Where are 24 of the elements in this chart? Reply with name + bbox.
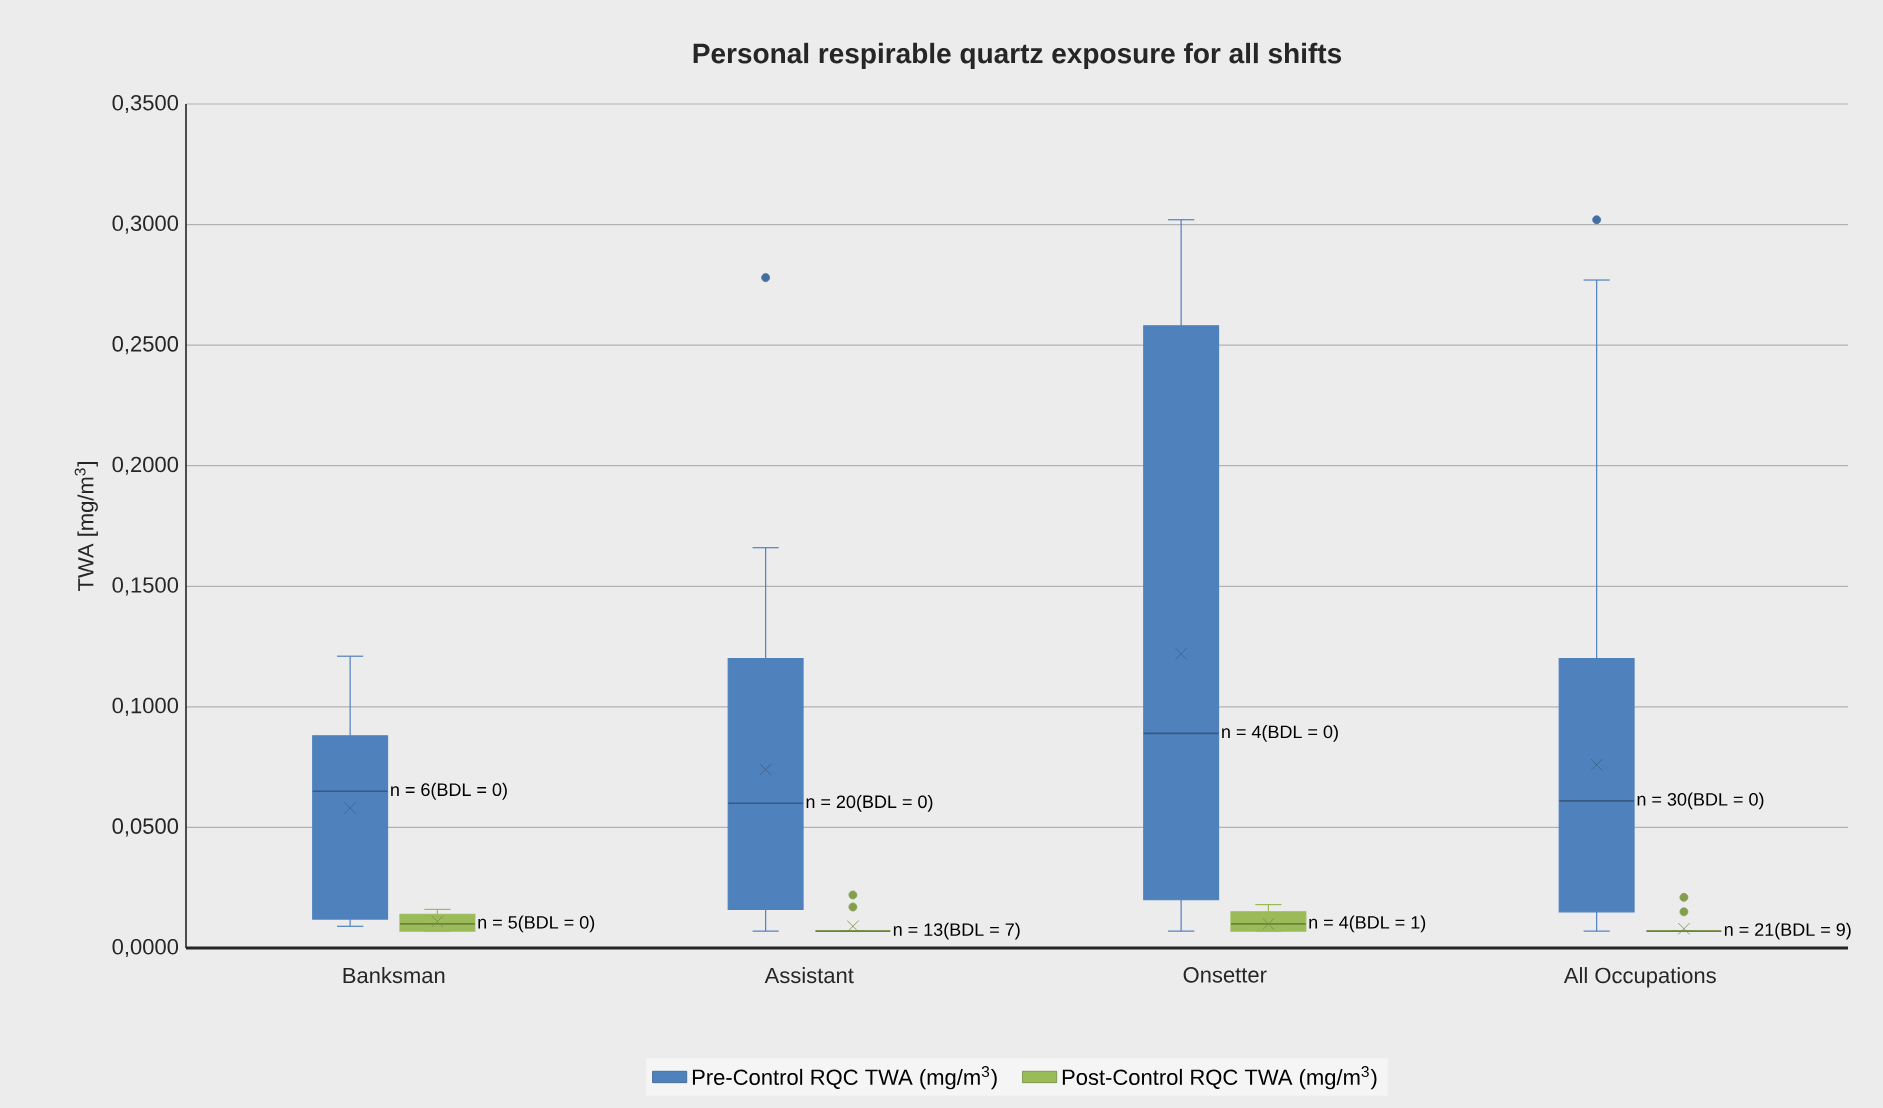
annotation: n = 20(BDL = 0) — [806, 794, 933, 812]
chart-title: Personal respirable quartz exposure for all shifts — [693, 42, 1342, 69]
x-tick-label: All Occupations — [1563, 967, 1716, 988]
annotation: n = 4(BDL = 0) — [1222, 724, 1338, 742]
y-tick-label: 0,0000 — [112, 938, 179, 958]
x-tick-label: Onsetter — [1183, 967, 1267, 983]
annotation: n = 21(BDL = 9) — [1724, 922, 1851, 940]
annotation: n = 13(BDL = 7) — [893, 922, 1020, 940]
y-tick-label: 0,3500 — [112, 94, 179, 114]
y-tick-label: 0,0500 — [112, 818, 179, 837]
annotation: n = 6(BDL = 0) — [391, 782, 507, 800]
y-axis-title: TWA [mg/m$^{3}$] — [74, 462, 98, 591]
y-tick-label: 0,3000 — [112, 215, 179, 234]
x-tick-label: Assistant — [764, 967, 854, 984]
y-tick-label: 0,1000 — [112, 697, 179, 716]
y-tick-label: 0,2000 — [112, 456, 179, 475]
legend-label: Pre-Control RQC TWA (mg/m$^{3}$) — [692, 1066, 997, 1090]
legend-label: Post-Control RQC TWA (mg/m$^{3}$) — [1062, 1066, 1377, 1090]
y-tick-label: 0,1500 — [112, 577, 179, 596]
annotation: n = 5(BDL = 0) — [478, 915, 595, 933]
y-tick-label: 0,2500 — [112, 336, 179, 355]
x-tick-label: Banksman — [343, 967, 445, 984]
annotation: n = 4(BDL = 1) — [1309, 915, 1426, 933]
annotation: n = 30(BDL = 0) — [1637, 792, 1764, 810]
